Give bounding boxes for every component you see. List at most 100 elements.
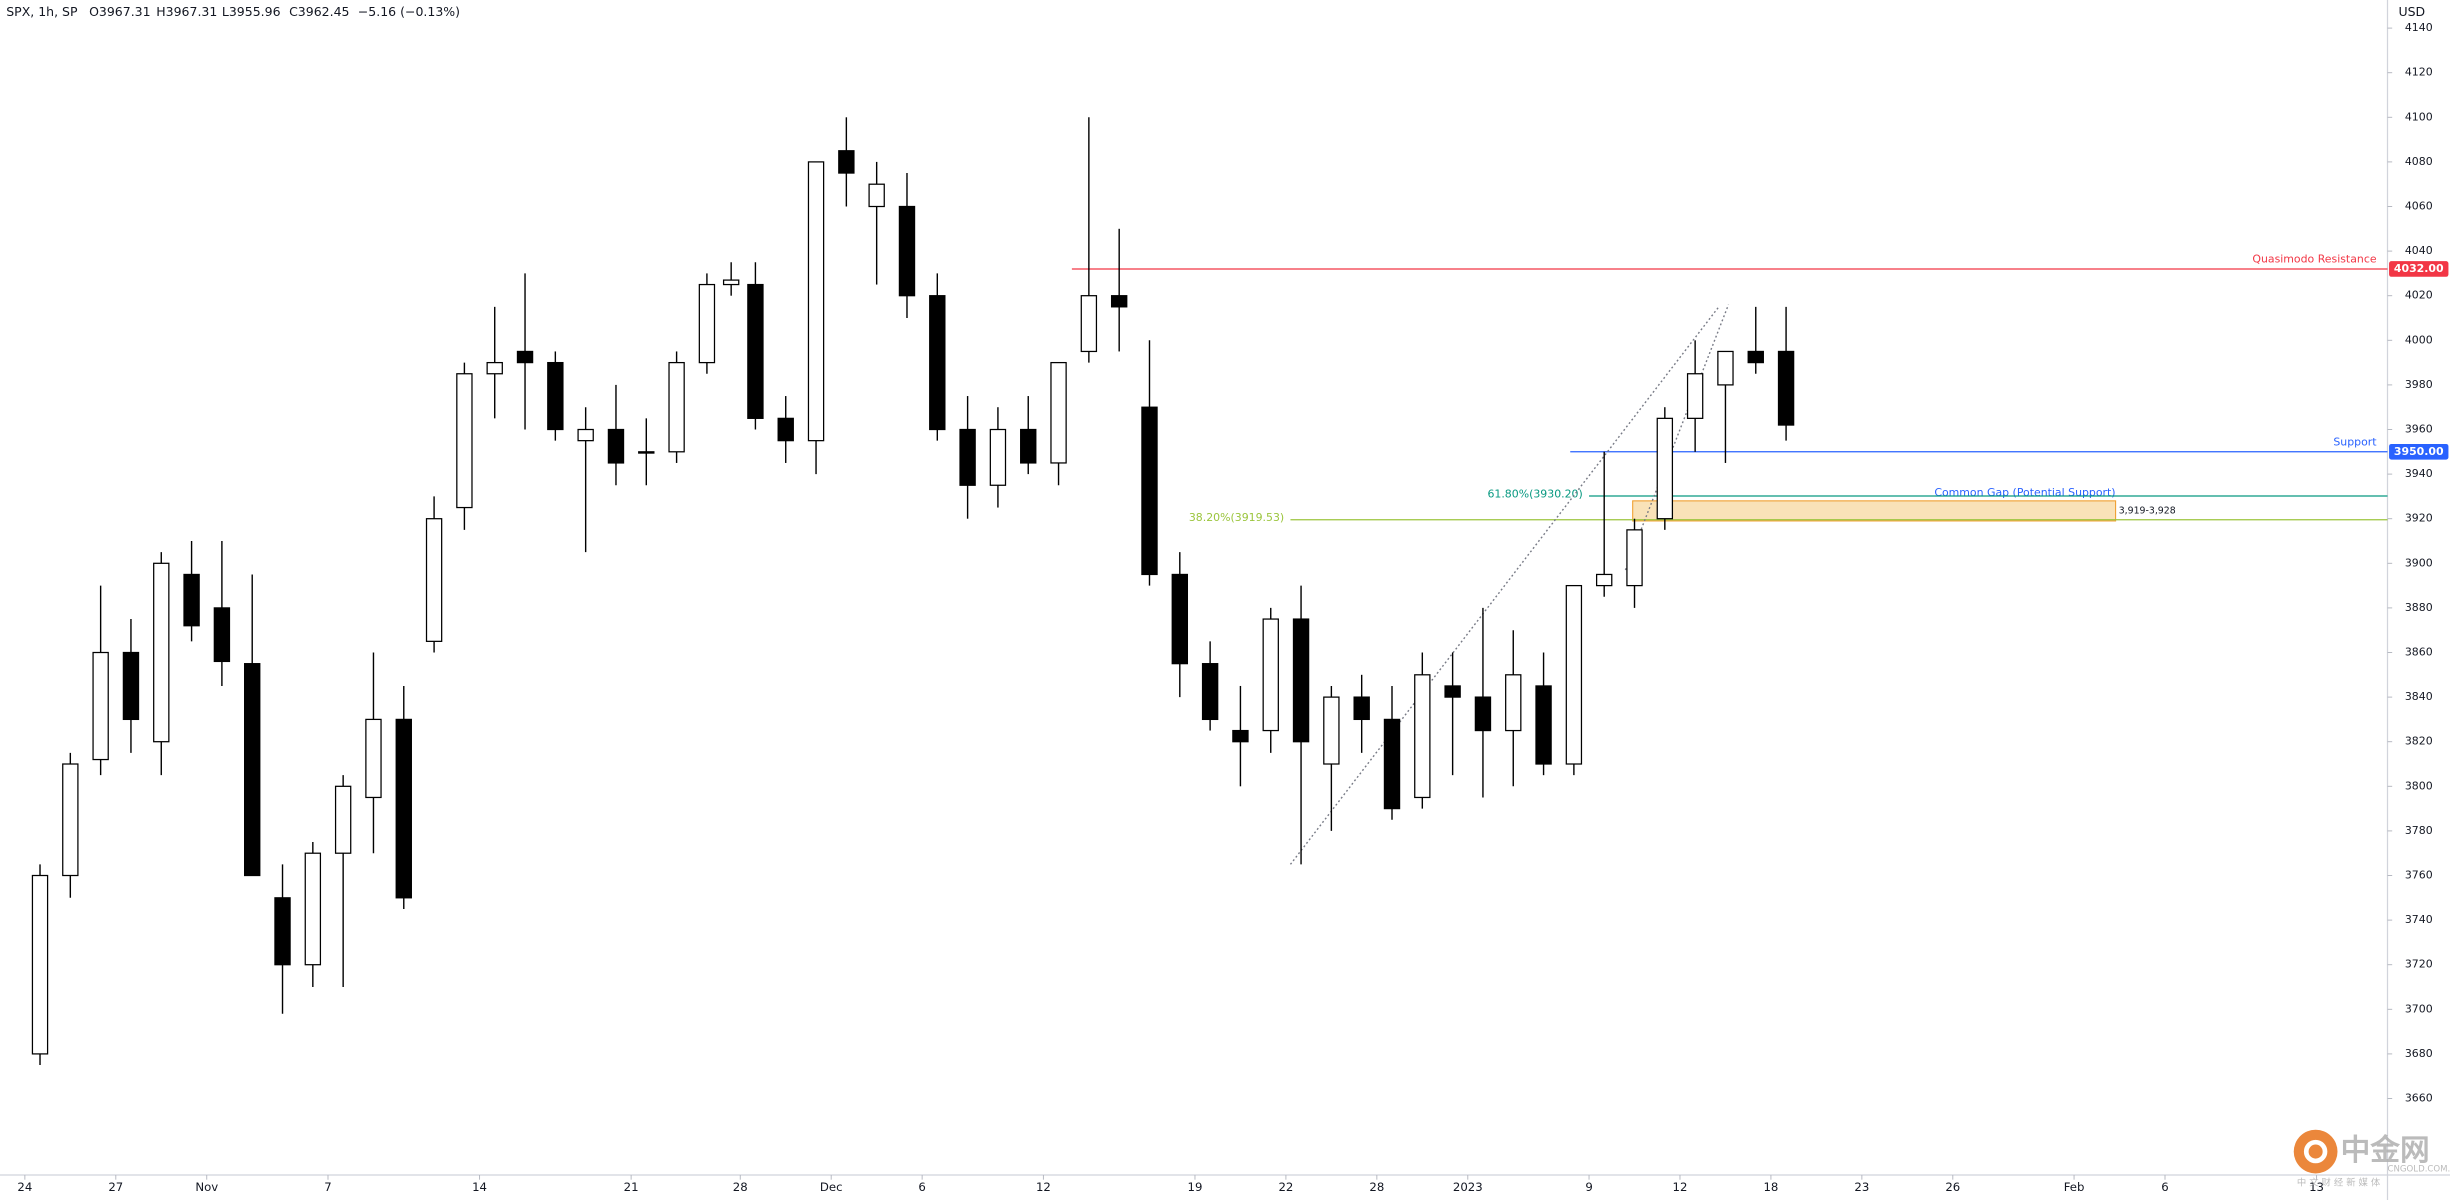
y-tick-label: 3920 xyxy=(2405,512,2433,525)
y-tick-label: 3880 xyxy=(2405,601,2433,614)
candle-body xyxy=(1383,718,1401,810)
candle-body xyxy=(898,205,916,297)
candle-body xyxy=(1626,529,1643,587)
x-tick-label: 13 xyxy=(2309,1180,2324,1194)
candle-body xyxy=(395,718,412,899)
candle-body xyxy=(1444,685,1461,698)
y-tick-label: 3760 xyxy=(2405,869,2433,882)
trendline xyxy=(1289,306,1720,865)
candle-body xyxy=(516,350,534,364)
candle-body xyxy=(486,361,503,375)
x-tick-label: 7 xyxy=(324,1180,331,1194)
level-name: Support xyxy=(2333,435,2377,448)
x-tick-label: 23 xyxy=(1854,1180,1869,1194)
gap-zone xyxy=(1632,500,2117,522)
y-tick-label: 4140 xyxy=(2405,21,2433,34)
y-tick-label: 3960 xyxy=(2405,423,2433,436)
candle-body xyxy=(1505,674,1522,732)
candle-body xyxy=(122,651,140,721)
y-tick-label: 4000 xyxy=(2405,333,2433,346)
candle-body xyxy=(1777,350,1795,426)
y-tick-label: 3700 xyxy=(2405,1002,2433,1015)
candle-body xyxy=(1353,696,1370,721)
x-tick-label: 12 xyxy=(1036,1180,1051,1194)
high: H3967.31 xyxy=(156,4,217,19)
candle-body xyxy=(868,183,885,208)
candle-body xyxy=(425,518,443,642)
watermark: 中金网 CNGOLD.COM.CN 中 文 财 经 新 媒 体 xyxy=(2293,1129,2450,1188)
x-tick-label: 6 xyxy=(2161,1180,2168,1194)
y-tick-label: 4040 xyxy=(2405,244,2433,257)
candle-body xyxy=(1110,295,1128,308)
candle-body xyxy=(577,428,594,442)
watermark-site: CNGOLD.COM.CN xyxy=(2388,1164,2450,1174)
candle-body xyxy=(1535,685,1552,765)
x-tick-label: 27 xyxy=(108,1180,123,1194)
y-tick-label: 3840 xyxy=(2405,690,2433,703)
watermark-logo-swirl xyxy=(2303,1139,2328,1164)
x-tick-label: 6 xyxy=(918,1180,925,1194)
open: O3967.31 xyxy=(89,4,151,19)
price-tag xyxy=(2389,261,2449,277)
level-name: Quasimodo Resistance xyxy=(2252,253,2376,266)
candle-body xyxy=(92,651,109,761)
low: L3955.96 xyxy=(222,4,281,19)
candle-body xyxy=(547,361,564,431)
candle-body xyxy=(722,279,740,286)
x-tick-label: 26 xyxy=(1945,1180,1960,1194)
candle-body xyxy=(638,451,655,454)
candle-body xyxy=(153,562,170,743)
fib-label: 38.20%(3919.53) xyxy=(1189,511,1284,524)
candle-body xyxy=(929,295,946,431)
candle-body xyxy=(1020,428,1037,464)
gap-label: 3,919-3,928 xyxy=(2119,505,2176,516)
y-tick-label: 3720 xyxy=(2405,958,2433,971)
x-tick-label: 2023 xyxy=(1453,1180,1483,1194)
x-tick-label: 24 xyxy=(17,1180,32,1194)
y-tick-label: 3860 xyxy=(2405,646,2433,659)
gap-name: Common Gap (Potential Support) xyxy=(1934,486,2115,499)
x-tick-label: Dec xyxy=(820,1180,843,1194)
candle-body xyxy=(274,897,291,966)
candle-body xyxy=(959,428,976,486)
fib-label: 61.80%(3930.20) xyxy=(1487,487,1582,500)
trendline xyxy=(1624,304,1730,571)
candle-body xyxy=(1656,417,1674,520)
candle-body xyxy=(668,361,685,453)
x-tick-label: 21 xyxy=(624,1180,639,1194)
x-tick-label: 12 xyxy=(1673,1180,1688,1194)
plot: 3660 3680 3700 3720 3740 3760 3780 3800 3820 3840… xyxy=(17,21,2449,1194)
watermark-text: 中金网 xyxy=(2341,1132,2430,1167)
candle-body xyxy=(183,573,200,627)
y-tick-label: 3940 xyxy=(2405,467,2433,480)
y-tick-label: 3980 xyxy=(2405,378,2433,391)
candle-body xyxy=(989,428,1007,486)
x-tick-label: 9 xyxy=(1585,1180,1592,1194)
y-tick-label: 3780 xyxy=(2405,824,2433,837)
candle-body xyxy=(304,852,322,966)
y-tick-label: 3660 xyxy=(2405,1092,2433,1105)
candle-body xyxy=(1080,295,1098,353)
candle-body xyxy=(838,150,855,174)
price-tag xyxy=(2389,443,2449,460)
x-tick-label: Nov xyxy=(195,1180,218,1194)
candle-body xyxy=(698,283,716,364)
y-tick-label: 4120 xyxy=(2405,66,2433,79)
x-tick-label: 19 xyxy=(1188,1180,1203,1194)
candle-body xyxy=(1292,618,1310,743)
candle-body xyxy=(1717,350,1734,386)
candle-body xyxy=(31,874,49,1055)
candle-body xyxy=(1474,696,1492,732)
candle-body xyxy=(1686,373,1704,419)
candle-body xyxy=(1565,584,1583,765)
x-tick-label: 28 xyxy=(733,1180,748,1194)
candle-body xyxy=(607,428,625,464)
candle-body xyxy=(1141,406,1158,576)
x-tick-label: 18 xyxy=(1763,1180,1778,1194)
candle-body xyxy=(747,283,764,419)
y-tick-label: 3900 xyxy=(2405,556,2433,569)
